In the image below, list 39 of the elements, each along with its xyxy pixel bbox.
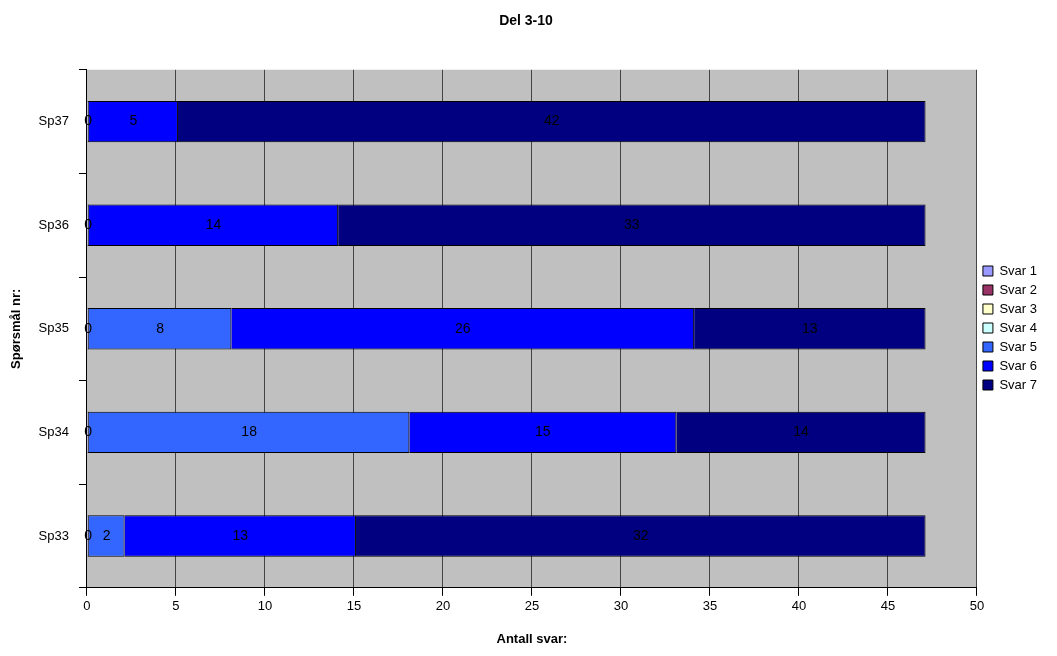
data-label: 14 xyxy=(793,423,809,440)
legend-label: Svar 4 xyxy=(999,319,1038,335)
y-tick-label: Sp33 xyxy=(38,527,69,543)
legend-label: Svar 1 xyxy=(999,262,1038,278)
x-tick-label: 35 xyxy=(702,598,718,614)
data-label: 26 xyxy=(454,319,471,336)
x-axis-title: Antall svar: xyxy=(496,630,568,646)
legend-label: Svar 7 xyxy=(999,376,1038,392)
data-label: 32 xyxy=(632,526,649,543)
legend-label: Svar 3 xyxy=(999,300,1038,316)
y-axis-title: Spørsmål nr: xyxy=(8,288,24,369)
x-tick-label: 40 xyxy=(791,598,807,614)
x-tick-label: 10 xyxy=(257,598,273,614)
data-label: 13 xyxy=(802,319,818,336)
y-tick-label: Sp35 xyxy=(38,320,69,336)
x-tick-label: 45 xyxy=(880,598,896,614)
x-tick-label: 30 xyxy=(613,598,629,614)
legend-label: Svar 6 xyxy=(999,357,1038,373)
data-label: 2 xyxy=(102,526,111,543)
x-tick-label: 25 xyxy=(524,598,540,614)
y-tick-label: Sp34 xyxy=(38,423,69,439)
y-tick-label: Sp36 xyxy=(38,216,69,232)
x-tick-label: 50 xyxy=(969,598,985,614)
data-label: 14 xyxy=(205,216,222,233)
x-tick-label: 20 xyxy=(435,598,451,614)
data-label: 15 xyxy=(535,423,551,440)
data-label: 42 xyxy=(543,112,560,129)
data-label: 13 xyxy=(232,526,249,543)
data-label: 18 xyxy=(241,423,258,440)
data-label: 33 xyxy=(624,216,640,233)
x-tick-label: 0 xyxy=(83,598,91,614)
chart-title: Del 3-10 xyxy=(499,12,554,29)
y-tick-label: Sp37 xyxy=(38,113,69,129)
x-tick-label: 15 xyxy=(346,598,362,614)
legend-label: Svar 5 xyxy=(999,338,1038,354)
data-label: 5 xyxy=(129,112,138,129)
x-tick-label: 5 xyxy=(172,598,180,614)
data-label: 8 xyxy=(156,319,165,336)
legend-label: Svar 2 xyxy=(999,281,1038,297)
